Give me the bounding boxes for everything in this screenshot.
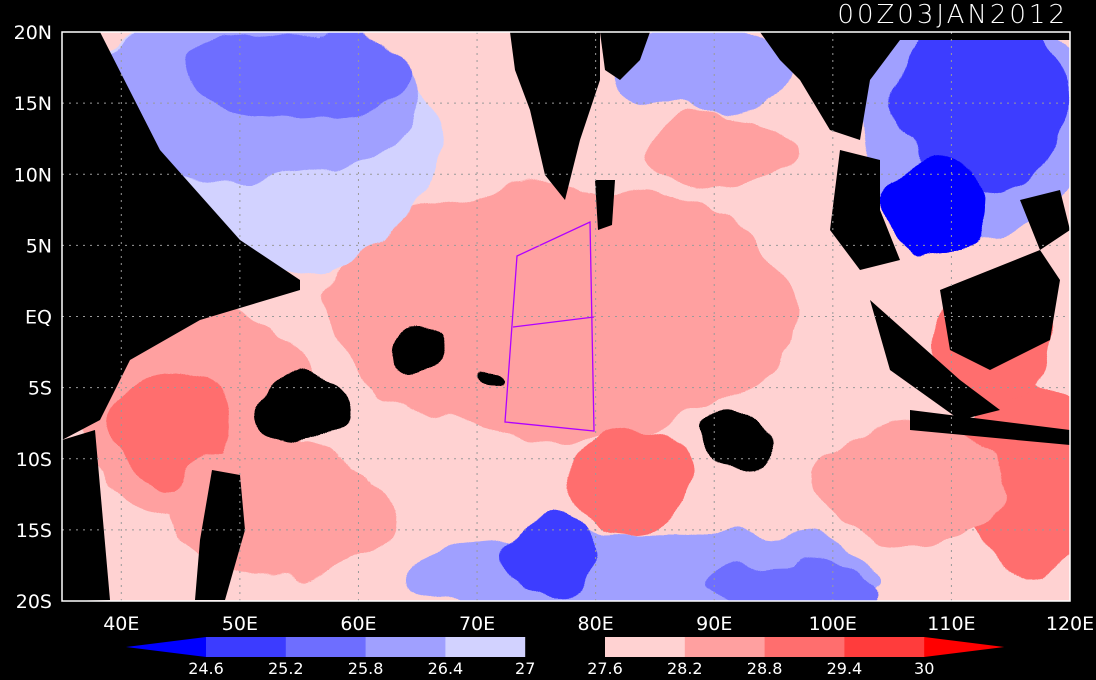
lon-labels: 40E 50E 60E 70E 80E 90E 100E 110E 120E xyxy=(103,613,1094,635)
colorbar-segment xyxy=(525,637,606,657)
lat-label: 5N xyxy=(26,235,52,257)
colorbar-segment xyxy=(365,637,446,657)
lon-label: 70E xyxy=(459,613,495,635)
colorbar-segment xyxy=(605,637,686,657)
colorbar-segment xyxy=(764,637,845,657)
map-frame xyxy=(61,31,1071,602)
lon-label: 100E xyxy=(809,613,857,635)
colorbar-label: 27 xyxy=(515,659,535,678)
study-box xyxy=(504,220,595,432)
colorbar-label: 28.2 xyxy=(667,659,703,678)
lon-label: 50E xyxy=(222,613,258,635)
map-title: 00Z03JAN2012 xyxy=(837,0,1068,30)
lon-label: 80E xyxy=(578,613,614,635)
colorbar: 24.6 25.2 25.8 26.4 27 27.6 28.2 28.8 29.4 30 xyxy=(126,637,1005,678)
colorbar-segment xyxy=(445,637,526,657)
lat-label: 15S xyxy=(16,520,52,542)
lat-label: EQ xyxy=(25,307,52,329)
colorbar-label: 25.2 xyxy=(268,659,304,678)
colorbar-segment xyxy=(285,637,367,657)
colorbar-label: 24.6 xyxy=(188,659,224,678)
lon-label: 90E xyxy=(696,613,732,635)
colorbar-label: 27.6 xyxy=(587,659,623,678)
gridlines xyxy=(62,32,1070,601)
lon-label: 40E xyxy=(103,613,139,635)
colorbar-label: 28.8 xyxy=(747,659,783,678)
colorbar-segment xyxy=(844,637,925,657)
colorbar-left-arrow xyxy=(126,637,206,657)
lon-label: 120E xyxy=(1046,613,1094,635)
colorbar-label: 26.4 xyxy=(428,659,464,678)
colorbar-segment xyxy=(206,637,287,657)
lat-label: 15N xyxy=(14,93,52,115)
lon-label: 60E xyxy=(340,613,376,635)
land-masses xyxy=(62,32,1070,601)
colorbar-label: 25.8 xyxy=(348,659,384,678)
lat-label: 20N xyxy=(14,22,52,44)
colorbar-label: 30 xyxy=(914,659,934,678)
lat-label: 10S xyxy=(16,449,52,471)
lat-label: 5S xyxy=(28,378,52,400)
colorbar-right-arrow xyxy=(924,637,1005,657)
lon-label: 110E xyxy=(927,613,975,635)
lat-label: 20S xyxy=(16,591,52,613)
map-field xyxy=(62,32,1070,601)
colorbar-segment xyxy=(684,637,766,657)
colorbar-label: 29.4 xyxy=(827,659,863,678)
lat-label: 10N xyxy=(14,164,52,186)
lat-labels: 20N 15N 10N 5N EQ 5S 10S 15S 20S xyxy=(14,22,52,613)
